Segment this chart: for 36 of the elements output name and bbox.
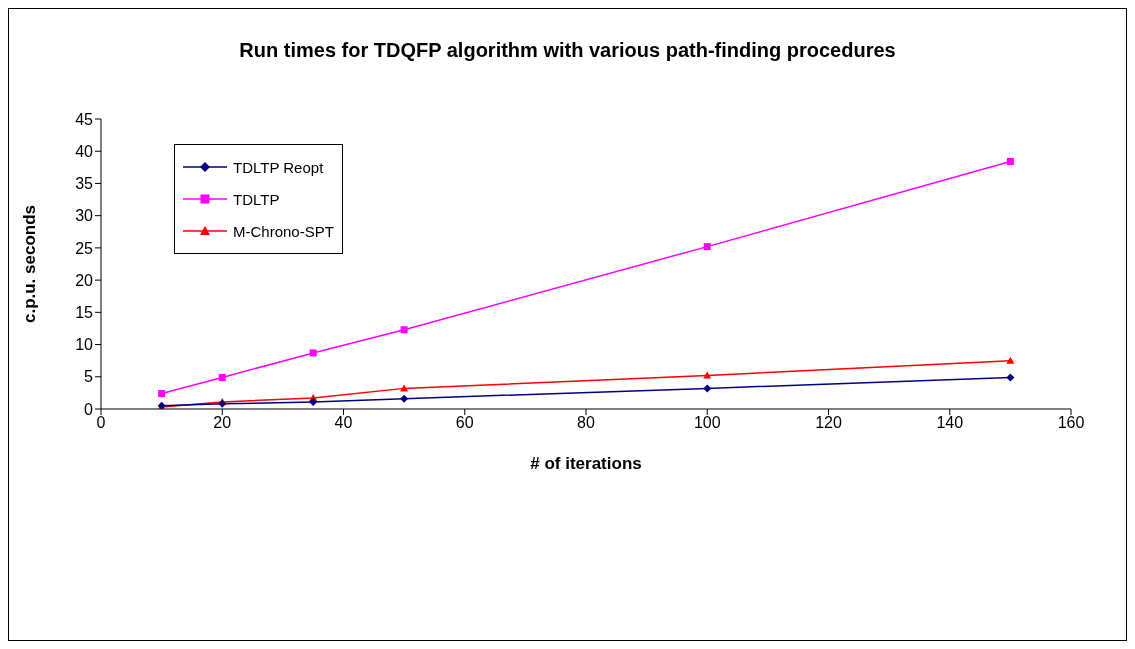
point	[158, 390, 166, 398]
x-tick-label: 120	[815, 414, 842, 432]
point	[400, 394, 409, 403]
legend-label: TDLTP	[233, 190, 280, 208]
x-tick-label: 20	[213, 414, 232, 432]
x-tick-label: 40	[334, 414, 353, 432]
x-tick-label: 160	[1057, 414, 1085, 432]
legend-label: TDLTP Reopt	[233, 158, 324, 176]
point	[309, 397, 318, 406]
point	[703, 384, 712, 393]
legend-label: M-Chrono-SPT	[233, 222, 334, 240]
y-tick-label: 40	[75, 142, 94, 160]
y-tick-label: 5	[84, 368, 94, 386]
point	[400, 326, 408, 334]
y-tick-label: 15	[75, 304, 94, 322]
y-tick-label: 45	[75, 110, 94, 128]
point	[309, 349, 317, 357]
y-tick-label: 25	[75, 239, 94, 257]
point	[1006, 158, 1014, 166]
point	[703, 243, 711, 251]
y-tick-label: 0	[84, 400, 94, 418]
x-tick-label: 0	[96, 414, 106, 432]
point	[1006, 356, 1015, 364]
y-tick-label: 20	[75, 271, 94, 289]
x-tick-label: 140	[936, 414, 964, 432]
chart-title: Run times for TDQFP algorithm with various path-finding procedures	[238, 39, 897, 62]
y-tick-label: 30	[75, 207, 94, 225]
point	[218, 373, 226, 381]
x-tick-label: 80	[577, 414, 595, 432]
point	[1006, 373, 1015, 382]
x-tick-label: 100	[693, 414, 721, 432]
y-tick-label: 35	[75, 175, 94, 193]
x-axis-title: # of iterations	[530, 454, 642, 473]
x-tick-label: 60	[455, 414, 474, 432]
y-axis-title: c.p.u. seconds	[20, 204, 40, 324]
y-tick-label: 10	[75, 336, 94, 354]
